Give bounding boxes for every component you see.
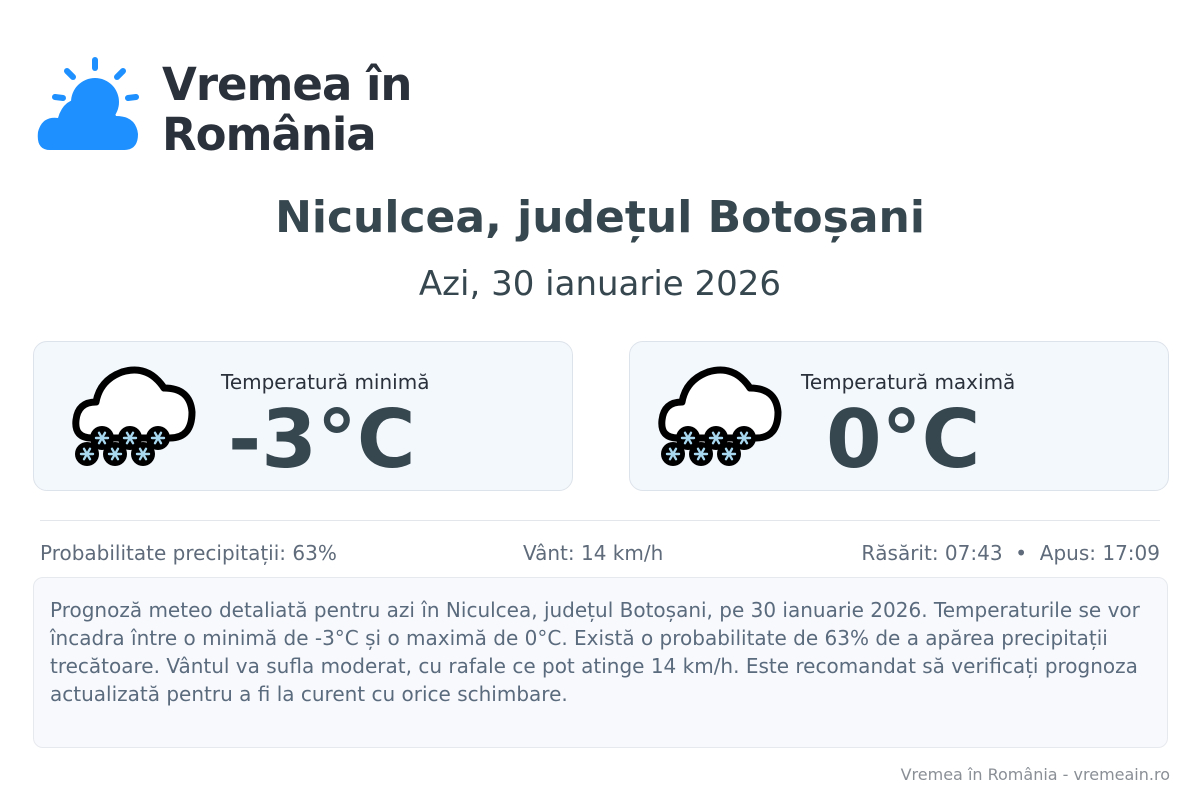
sunrise-sunset: Răsărit: 07:43 • Apus: 17:09 — [861, 541, 1160, 565]
snow-cloud-icon — [658, 366, 782, 466]
snow-cloud-icon — [72, 366, 196, 466]
min-temp-card: Temperatură minimă -3°C — [33, 341, 573, 491]
brand-name: Vremea în România — [162, 58, 412, 161]
forecast-date: Azi, 30 ianuarie 2026 — [418, 264, 782, 304]
page-title: Niculcea, județul Botoșani — [275, 192, 925, 243]
min-temp-value: -3°C — [228, 393, 416, 486]
forecast-description: Prognoză meteo detaliată pentru azi în N… — [33, 577, 1168, 748]
wind-speed: Vânt: 14 km/h — [523, 541, 664, 565]
min-temp-label: Temperatură minimă — [221, 370, 430, 394]
sun-cloud-logo-icon — [37, 57, 139, 150]
divider — [40, 520, 1160, 521]
max-temp-label: Temperatură maximă — [801, 370, 1016, 394]
max-temp-value: 0°C — [826, 393, 981, 486]
max-temp-card: Temperatură maximă 0°C — [629, 341, 1169, 491]
logo[interactable]: Vremea în România — [36, 54, 412, 160]
precipitation-probability: Probabilitate precipitații: 63% — [40, 541, 337, 565]
footer-credit: Vremea în România - vremeain.ro — [900, 765, 1170, 784]
